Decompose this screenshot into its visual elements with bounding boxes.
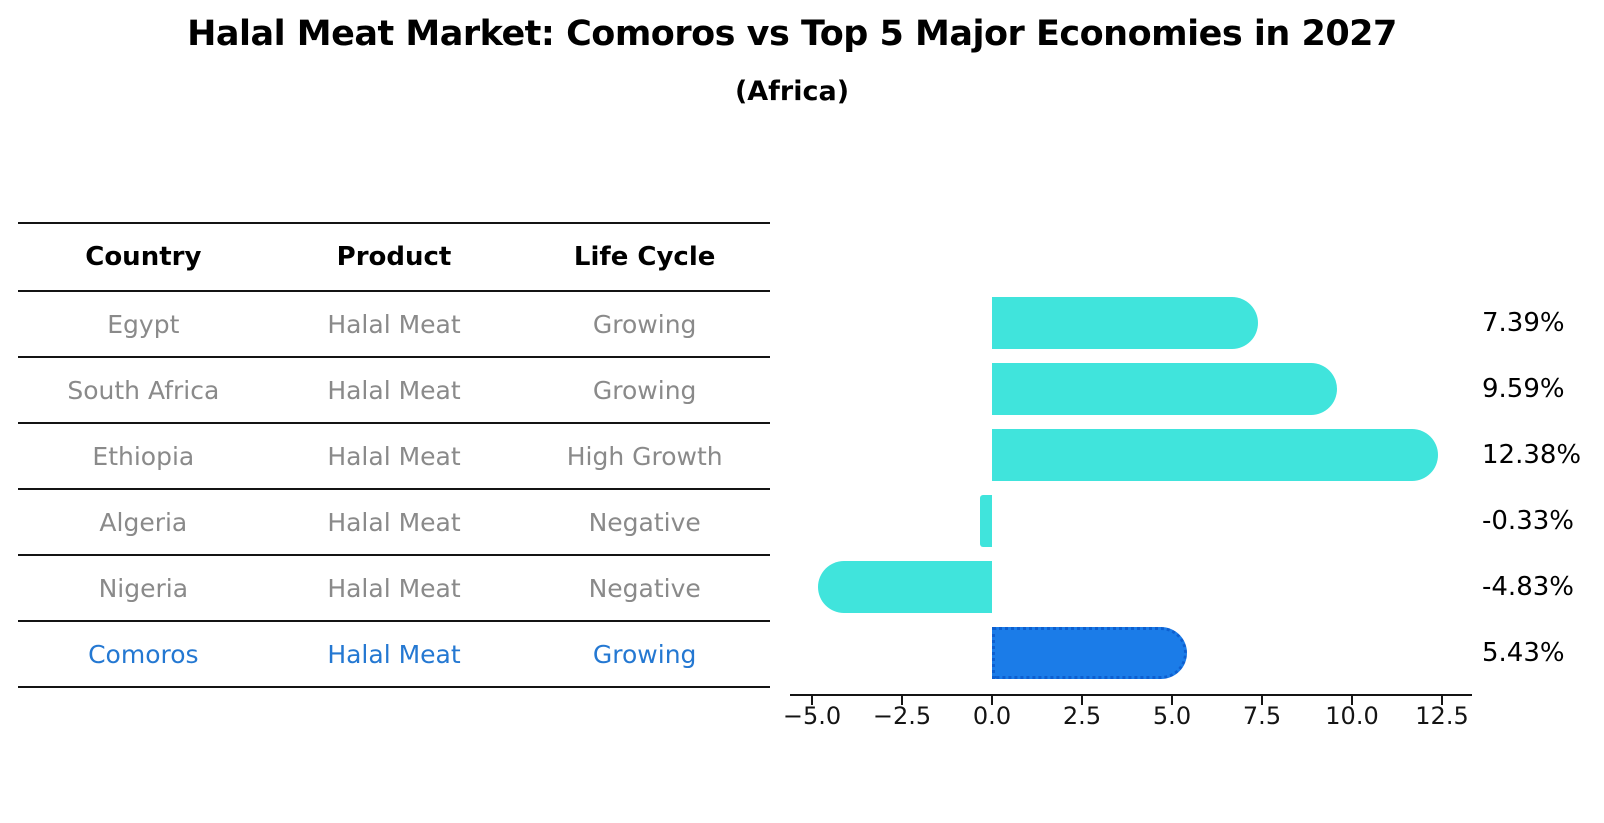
x-axis-tick — [1351, 696, 1353, 705]
life-cycle-cell: Negative — [588, 573, 701, 603]
bar-value-label: 7.39% — [1482, 308, 1565, 338]
table-body: Egypt Halal Meat Growing South Africa Halal … — [18, 292, 770, 688]
column-header-life-cycle: Life Cycle — [573, 242, 716, 272]
x-axis-tick-label: 10.0 — [1325, 702, 1379, 730]
life-cycle-cell: Growing — [592, 309, 697, 339]
life-cycle-cell: Growing — [592, 375, 697, 405]
country-cell: Egypt — [107, 309, 180, 339]
table-row: South Africa Halal Meat Growing — [18, 358, 770, 424]
x-axis-tick-label: 0.0 — [972, 702, 1012, 730]
x-axis-tick — [1441, 696, 1443, 705]
country-cell: South Africa — [67, 375, 220, 405]
bar-value-label: 9.59% — [1482, 374, 1565, 404]
table-row: Algeria Halal Meat Negative — [18, 490, 770, 556]
chart-subtitle: (Africa) — [734, 76, 850, 107]
bar-ethiopia — [992, 429, 1438, 481]
life-cycle-cell: Negative — [588, 507, 701, 537]
chart-title: Halal Meat Market: Comoros vs Top 5 Majo… — [187, 14, 1397, 54]
country-cell: Algeria — [99, 507, 188, 537]
x-axis-tick-label: 7.5 — [1242, 702, 1282, 730]
country-cell: Nigeria — [98, 573, 189, 603]
column-header-country: Country — [85, 242, 202, 272]
x-axis — [790, 694, 1472, 696]
product-cell: Halal Meat — [327, 375, 461, 405]
x-axis-tick — [1261, 696, 1263, 705]
product-cell: Halal Meat — [327, 441, 461, 471]
product-cell: Halal Meat — [327, 573, 461, 603]
x-axis-tick-label: −2.5 — [872, 702, 932, 730]
bar-value-label: -0.33% — [1482, 506, 1574, 536]
comparison-table: Country Product Life Cycle Egypt Halal Me… — [18, 222, 770, 688]
country-cell: Ethiopia — [92, 441, 195, 471]
x-axis-tick-label: 12.5 — [1415, 702, 1469, 730]
life-cycle-cell: Growing — [592, 639, 697, 669]
bar-value-label: 5.43% — [1482, 638, 1565, 668]
x-axis-tick — [1171, 696, 1173, 705]
x-axis-tick — [811, 696, 813, 705]
x-axis-tick-label: 5.0 — [1152, 702, 1192, 730]
column-header-product: Product — [336, 242, 452, 272]
bar-comoros — [992, 627, 1188, 679]
bar-value-label: -4.83% — [1482, 572, 1574, 602]
x-axis-tick-label: −5.0 — [782, 702, 842, 730]
x-axis-tick — [991, 696, 993, 705]
life-cycle-cell: High Growth — [566, 441, 723, 471]
table-header-row: Country Product Life Cycle — [18, 224, 770, 292]
x-axis-tick — [1081, 696, 1083, 705]
bar-egypt — [992, 297, 1259, 349]
bar-algeria — [980, 495, 992, 547]
product-cell: Halal Meat — [327, 507, 461, 537]
table-row: Egypt Halal Meat Growing — [18, 292, 770, 358]
product-cell: Halal Meat — [327, 309, 461, 339]
country-cell: Comoros — [88, 639, 199, 669]
bar-value-label: 12.38% — [1482, 440, 1582, 470]
bar-south-africa — [992, 363, 1338, 415]
x-axis-tick — [901, 696, 903, 705]
product-cell: Halal Meat — [327, 639, 461, 669]
table-row: Comoros Halal Meat Growing — [18, 622, 770, 688]
table-row: Ethiopia Halal Meat High Growth — [18, 424, 770, 490]
bar-nigeria — [818, 561, 992, 613]
table-row: Nigeria Halal Meat Negative — [18, 556, 770, 622]
x-axis-tick-label: 2.5 — [1062, 702, 1102, 730]
